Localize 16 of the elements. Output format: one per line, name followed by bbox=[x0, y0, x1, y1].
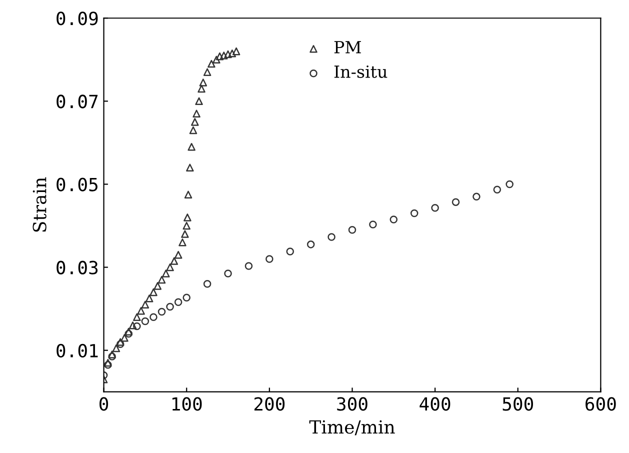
y-tick-label: 0.01 bbox=[56, 344, 98, 358]
x-tick-label: 200 bbox=[254, 397, 285, 411]
x-tick-label: 500 bbox=[502, 397, 534, 411]
x-tick-label: 0 bbox=[100, 397, 108, 411]
y-tick-label: 0.03 bbox=[56, 260, 98, 274]
x-tick-label: 400 bbox=[420, 397, 450, 411]
x-tick-label: 600 bbox=[586, 397, 616, 411]
x-tick-label: 300 bbox=[337, 397, 368, 411]
y-axis-title: Strain bbox=[32, 177, 46, 232]
y-tick-label: 0.05 bbox=[56, 178, 98, 192]
legend-label: PM bbox=[334, 41, 361, 54]
x-tick-label: 100 bbox=[172, 397, 202, 411]
x-axis-title: Time/min bbox=[309, 420, 395, 436]
legend-label: In-situ bbox=[334, 65, 388, 78]
y-tick-label: 0.07 bbox=[56, 94, 98, 108]
y-tick-label: 0.09 bbox=[56, 12, 98, 26]
